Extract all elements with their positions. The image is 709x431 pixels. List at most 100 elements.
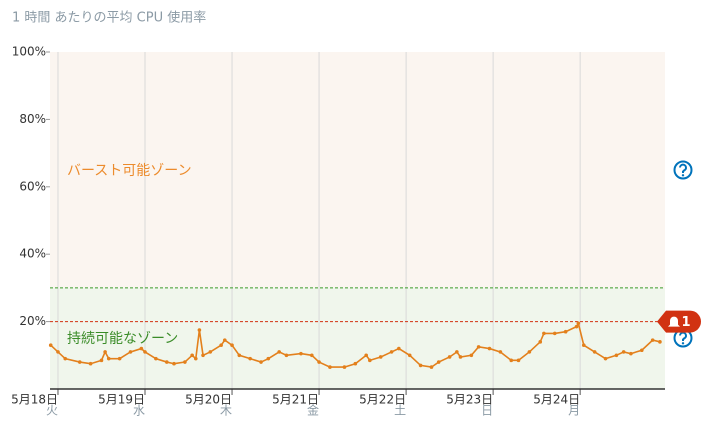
- data-point: [407, 353, 412, 358]
- data-point: [299, 351, 303, 356]
- data-point: [368, 358, 372, 363]
- data-point: [342, 365, 347, 369]
- data-point: [197, 328, 202, 332]
- data-point: [592, 350, 597, 354]
- weekday-label: 木: [220, 404, 232, 418]
- data-point: [563, 329, 568, 334]
- help-glyph: [679, 163, 687, 173]
- data-point: [447, 355, 452, 359]
- data-point: [183, 360, 187, 364]
- data-point: [310, 353, 314, 358]
- y-tick-label: 40%: [19, 247, 46, 261]
- data-point: [193, 356, 198, 361]
- weekday-label: 月: [568, 404, 580, 418]
- x-tick-label: 5月23日: [446, 393, 493, 407]
- data-point: [88, 361, 93, 366]
- data-point: [143, 350, 147, 354]
- data-point: [266, 356, 271, 361]
- weekday-label: 火: [46, 404, 58, 418]
- data-point: [542, 331, 546, 336]
- alarm-bell: [668, 316, 680, 327]
- data-point: [128, 350, 133, 354]
- data-point: [222, 338, 227, 342]
- chart-title: 1 時間 あたりの平均 CPU 使用率: [12, 10, 206, 26]
- data-point: [389, 350, 394, 354]
- y-tick-label: 60%: [19, 179, 46, 193]
- data-point: [639, 348, 644, 353]
- data-point: [436, 360, 441, 364]
- data-point: [208, 350, 213, 354]
- data-point: [172, 361, 176, 366]
- data-point: [614, 353, 619, 358]
- burst-zone: [50, 52, 665, 288]
- alarm-badge-shape: [657, 310, 701, 333]
- data-point: [418, 363, 423, 368]
- data-point: [498, 350, 503, 354]
- data-point: [56, 350, 60, 354]
- x-tick-label: 5月18日: [11, 393, 58, 407]
- burst-zone-label: バースト可能ゾーン: [67, 163, 192, 179]
- data-point: [429, 365, 434, 369]
- alarm-count: 1: [681, 315, 690, 330]
- x-tick-label: 5月22日: [359, 393, 406, 407]
- x-tick-label: 5月24日: [533, 393, 580, 407]
- alarm-badge[interactable]: 1: [657, 310, 701, 333]
- sustained-zone: [50, 287, 665, 389]
- help-icon[interactable]: [673, 160, 693, 180]
- data-point: [527, 350, 532, 354]
- data-point: [576, 321, 581, 326]
- data-point: [469, 353, 474, 358]
- help-glyph: [679, 331, 687, 341]
- data-point: [248, 356, 252, 361]
- data-point: [397, 346, 401, 351]
- data-point: [117, 356, 122, 361]
- data-point: [317, 360, 321, 364]
- data-point: [650, 338, 655, 342]
- data-point: [201, 353, 205, 358]
- data-point: [364, 353, 369, 358]
- data-point: [190, 353, 194, 358]
- data-point: [230, 343, 234, 347]
- data-point: [219, 343, 223, 347]
- data-point: [328, 365, 332, 369]
- x-tick-label: 5月19日: [98, 393, 145, 407]
- data-point: [476, 345, 481, 349]
- data-point: [103, 350, 107, 354]
- sustained-zone-label: 持続可能なゾーン: [67, 330, 178, 347]
- data-point: [458, 355, 463, 359]
- y-tick-label: 20%: [19, 314, 46, 328]
- data-point: [574, 324, 579, 329]
- help-circle: [673, 160, 693, 180]
- data-point: [378, 355, 383, 359]
- data-point: [106, 356, 111, 361]
- data-point: [621, 350, 626, 354]
- x-tick-label: 5月20日: [185, 393, 232, 407]
- data-point: [48, 343, 53, 347]
- help-dot: [681, 174, 685, 177]
- data-point: [658, 340, 662, 344]
- data-point: [487, 346, 492, 351]
- data-point: [277, 350, 281, 354]
- weekday-label: 金: [307, 403, 319, 418]
- data-point: [455, 350, 459, 354]
- data-point: [139, 346, 144, 351]
- data-point: [164, 360, 169, 364]
- weekday-label: 土: [394, 404, 406, 418]
- x-tick-label: 5月21日: [272, 393, 319, 407]
- y-tick-label: 100%: [12, 45, 46, 59]
- data-point: [63, 356, 68, 361]
- data-point: [552, 331, 557, 336]
- data-point: [353, 361, 358, 366]
- data-point: [237, 353, 242, 358]
- weekday-label: 日: [481, 404, 493, 418]
- data-point: [99, 358, 104, 363]
- data-point: [629, 351, 633, 356]
- data-point: [259, 360, 263, 364]
- data-point: [509, 358, 514, 363]
- data-point: [516, 358, 521, 363]
- data-point: [538, 340, 543, 344]
- data-point: [581, 343, 586, 347]
- y-tick-label: 80%: [19, 112, 46, 126]
- data-point: [603, 356, 608, 361]
